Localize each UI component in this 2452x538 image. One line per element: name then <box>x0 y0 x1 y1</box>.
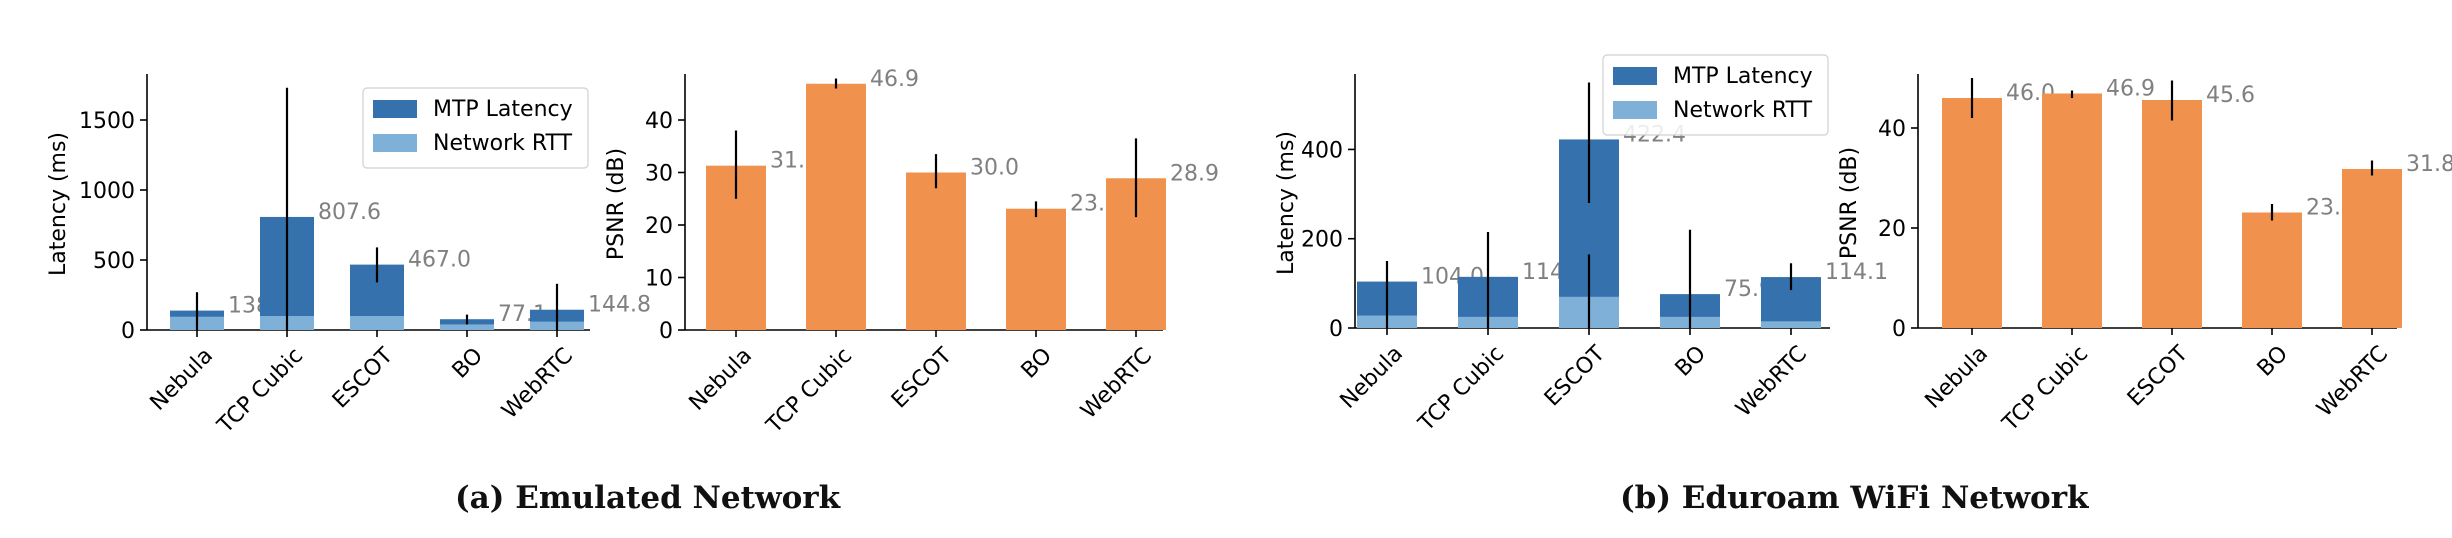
x-tick-label: BO <box>1017 343 1057 383</box>
x-tick-label: TCP Cubic <box>1997 341 2093 437</box>
value-label: 114.1 <box>1825 260 1888 285</box>
value-label: 144.8 <box>588 293 651 318</box>
y-tick-label: 0 <box>1892 317 1906 342</box>
x-tick-label: TCP Cubic <box>212 343 308 439</box>
value-label: 46.9 <box>870 67 919 92</box>
y-axis-label: Latency (ms) <box>46 132 71 276</box>
y-tick-label: 0 <box>1329 317 1343 342</box>
x-tick-label: ESCOT <box>2123 341 2193 411</box>
y-axis-label: PSNR (dB) <box>1837 147 1862 259</box>
value-label: 28.9 <box>1170 161 1219 186</box>
value-label: 467.0 <box>408 248 471 273</box>
y-tick-label: 40 <box>1878 117 1906 142</box>
psnr-bar <box>906 172 966 330</box>
y-tick-label: 30 <box>645 162 673 187</box>
x-tick-label: TCP Cubic <box>761 343 857 439</box>
x-tick-label: ESCOT <box>887 343 957 413</box>
psnr-bar <box>2342 169 2402 328</box>
psnr-bar <box>2042 93 2102 328</box>
x-tick-label: ESCOT <box>1540 341 1610 411</box>
y-tick-label: 1000 <box>79 179 135 204</box>
network-rtt-bar <box>440 324 494 330</box>
psnr-bar <box>1006 208 1066 330</box>
x-tick-label: BO <box>2253 341 2293 381</box>
value-label: 46.9 <box>2106 77 2155 102</box>
legend-swatch-rtt <box>373 134 417 152</box>
value-label: 807.6 <box>318 200 381 225</box>
x-tick-label: WebRTC <box>497 343 578 424</box>
legend-label: Network RTT <box>1673 98 1813 123</box>
x-tick-label: BO <box>448 343 488 383</box>
legend-label: MTP Latency <box>1673 64 1813 89</box>
network-rtt-bar <box>350 316 404 330</box>
value-label: 30.0 <box>970 156 1019 181</box>
legend-box <box>362 87 589 169</box>
psnr-bar <box>806 83 866 331</box>
value-label: 31.8 <box>2406 152 2452 177</box>
y-tick-label: 500 <box>93 249 135 274</box>
y-tick-label: 20 <box>645 214 673 239</box>
psnr-bar <box>1942 98 2002 328</box>
y-tick-label: 1500 <box>79 109 135 134</box>
y-tick-label: 40 <box>645 109 673 134</box>
x-tick-label: ESCOT <box>328 343 398 413</box>
y-tick-label: 200 <box>1301 228 1343 253</box>
legend-label: MTP Latency <box>433 97 573 122</box>
y-tick-label: 10 <box>645 267 673 292</box>
legend-label: Network RTT <box>433 131 573 156</box>
y-tick-label: 0 <box>659 319 673 344</box>
x-tick-label: Nebula <box>146 343 218 415</box>
x-tick-label: WebRTC <box>2312 341 2393 422</box>
x-tick-label: WebRTC <box>1076 343 1157 424</box>
y-tick-label: 20 <box>1878 217 1906 242</box>
x-tick-label: Nebula <box>1336 341 1408 413</box>
legend-box <box>1602 54 1829 136</box>
psnr-bar <box>2142 100 2202 328</box>
x-tick-label: Nebula <box>685 343 757 415</box>
x-tick-label: WebRTC <box>1731 341 1812 422</box>
caption-eduroam: (b) Eduroam WiFi Network <box>1620 480 2089 516</box>
legend-swatch-rtt <box>1613 101 1657 119</box>
value-label: 45.6 <box>2206 83 2255 108</box>
x-tick-label: Nebula <box>1921 341 1993 413</box>
legend-swatch-mtp <box>373 100 417 118</box>
y-tick-label: 400 <box>1301 138 1343 163</box>
network-rtt-bar <box>1761 321 1821 328</box>
y-tick-label: 0 <box>121 319 135 344</box>
x-tick-label: BO <box>1671 341 1711 381</box>
psnr-bar <box>2242 212 2302 328</box>
caption-emulated: (a) Emulated Network <box>455 480 841 516</box>
y-axis-label: Latency (ms) <box>1274 131 1299 275</box>
x-tick-label: TCP Cubic <box>1413 341 1509 437</box>
y-axis-label: PSNR (dB) <box>604 148 629 260</box>
legend-swatch-mtp <box>1613 67 1657 85</box>
